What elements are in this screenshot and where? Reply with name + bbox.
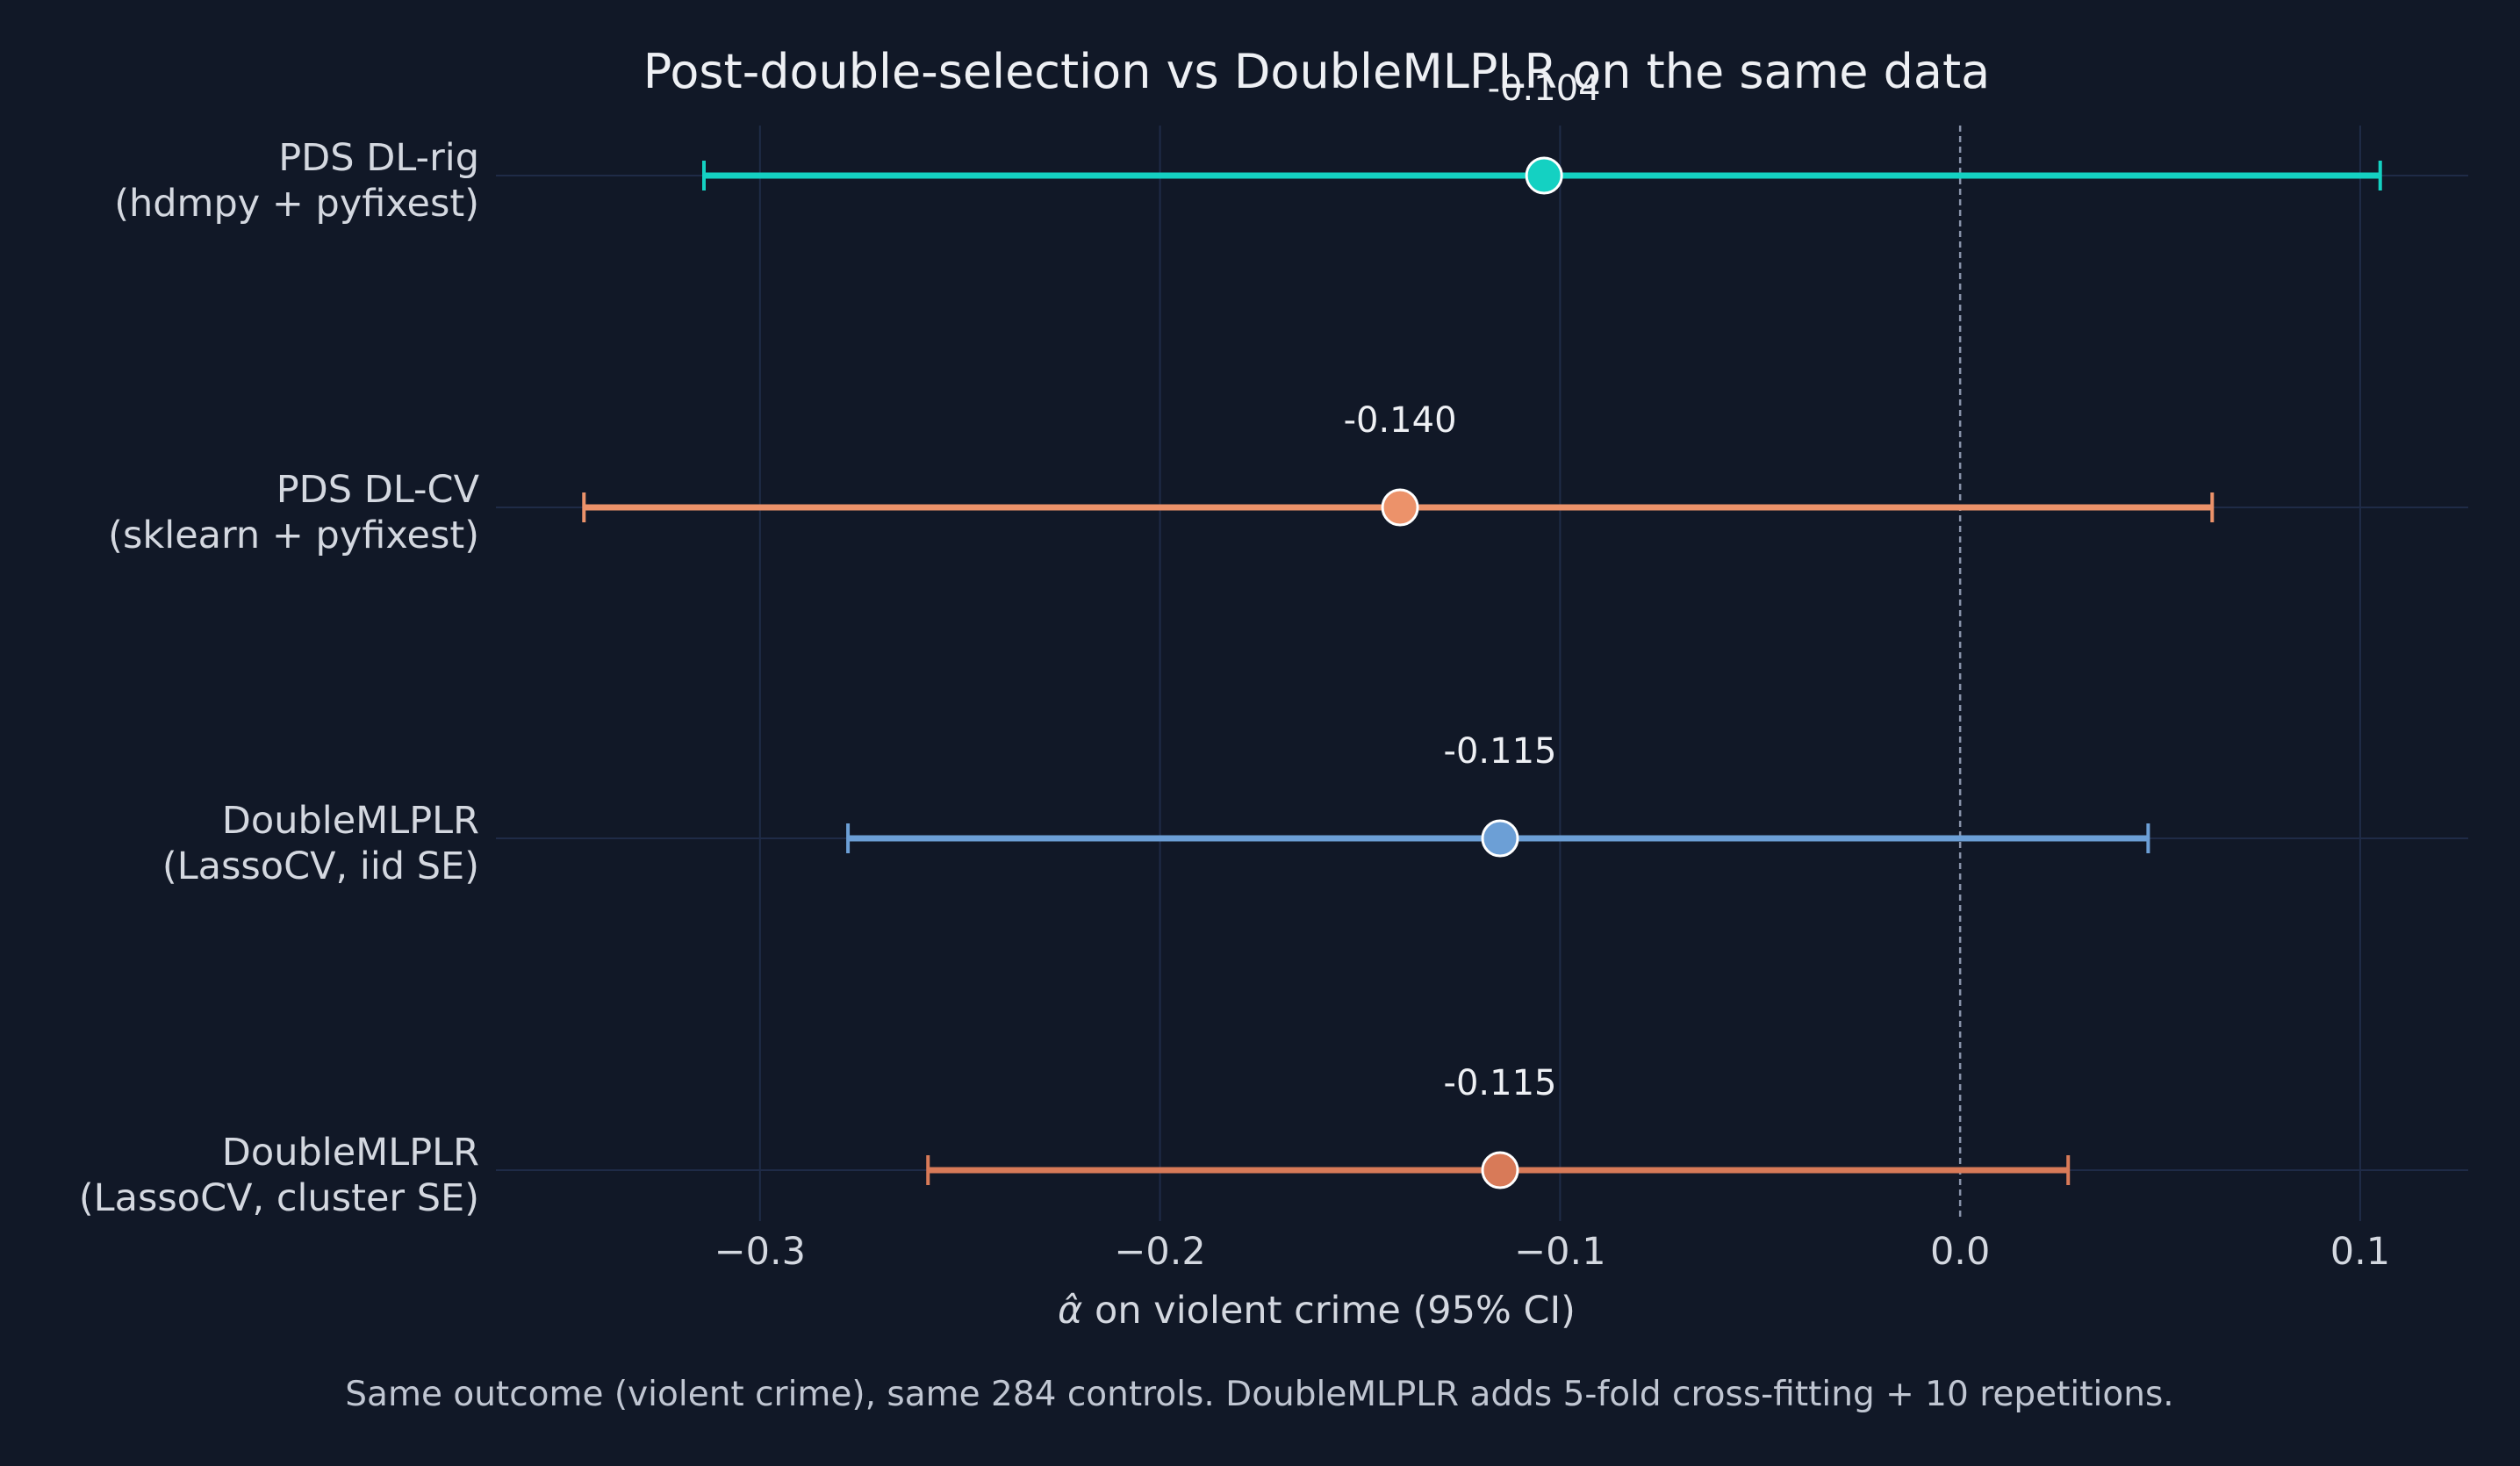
point-estimate — [1481, 1151, 1519, 1189]
x-tick-label: 0.1 — [2330, 1230, 2390, 1274]
chart-caption: Same outcome (violent crime), same 284 c… — [345, 1375, 2173, 1414]
point-estimate — [1481, 819, 1519, 858]
category-label-line2: (sklearn + pyfixest) — [108, 514, 479, 557]
category-label-line2: (hdmpy + pyfixest) — [114, 182, 479, 226]
x-axis-label-symbol: α̂ — [1058, 1289, 1082, 1333]
value-label: -0.115 — [1444, 731, 1557, 772]
value-label: -0.140 — [1344, 400, 1457, 441]
category-label-line1: PDS DL-rig — [278, 136, 479, 180]
series-layer: -0.104 -0.140 -0.115 -0.115 — [582, 68, 2382, 1189]
x-tick-label: 0.0 — [1930, 1230, 1990, 1274]
chart-title: Post-double-selection vs DoubleMLPLR on … — [643, 44, 1991, 99]
point-estimate — [1525, 156, 1563, 195]
category-label-line2: (LassoCV, cluster SE) — [79, 1176, 479, 1220]
category-label-line1: PDS DL-CV — [276, 468, 480, 512]
x-tick-label: −0.1 — [1514, 1230, 1605, 1274]
value-label: -0.104 — [1488, 68, 1601, 109]
value-label: -0.115 — [1444, 1063, 1557, 1103]
category-label-line1: DoubleMLPLR — [222, 1131, 479, 1175]
x-tick-label: −0.2 — [1114, 1230, 1205, 1274]
category-label-line2: (LassoCV, iid SE) — [162, 844, 479, 888]
category-labels: PDS DL-rig(hdmpy + pyfixest) PDS DL-CV(sk… — [79, 136, 480, 1220]
x-axis-label-text: on violent crime (95% CI) — [1082, 1289, 1576, 1333]
category-label-line1: DoubleMLPLR — [222, 799, 479, 843]
x-tick-label: −0.3 — [714, 1230, 806, 1274]
point-estimate — [1381, 488, 1419, 527]
x-tick-labels: −0.3 −0.2 −0.1 0.0 0.1 — [714, 1230, 2391, 1274]
x-axis-label: α̂ on violent crime (95% CI) — [1058, 1289, 1576, 1333]
